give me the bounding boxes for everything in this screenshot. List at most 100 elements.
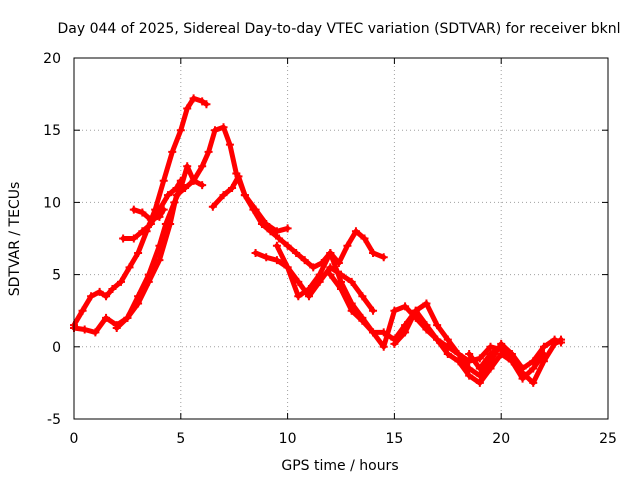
y-tick-label: 15: [43, 123, 61, 139]
data-point: [189, 94, 198, 103]
data-point: [539, 342, 548, 351]
data-point: [486, 342, 495, 351]
data-point: [401, 328, 410, 337]
data-point: [219, 123, 228, 132]
data-point: [390, 306, 399, 315]
data-point: [87, 292, 96, 301]
data-point: [529, 378, 538, 387]
data-point: [347, 277, 356, 286]
data-point: [529, 357, 538, 366]
data-point: [390, 339, 399, 348]
x-tick-label: 25: [599, 431, 617, 447]
data-point: [134, 292, 143, 301]
data-point: [198, 97, 207, 106]
data-point: [189, 176, 198, 185]
data-point: [465, 371, 474, 380]
data-point: [360, 234, 369, 243]
data-point: [257, 220, 266, 229]
data-point: [443, 350, 452, 359]
data-point: [138, 227, 147, 236]
x-tick-label: 15: [385, 431, 403, 447]
x-tick-label: 20: [492, 431, 510, 447]
data-point: [202, 100, 211, 109]
data-point: [369, 328, 378, 337]
data-point: [155, 256, 164, 265]
data-point: [454, 350, 463, 359]
data-point: [198, 162, 207, 171]
data-point: [251, 248, 260, 257]
data-point: [123, 313, 132, 322]
data-point: [507, 357, 516, 366]
data-point: [112, 324, 121, 333]
data-point: [183, 162, 192, 171]
data-point: [170, 198, 179, 207]
data-point: [550, 339, 559, 348]
data-point: [240, 191, 249, 200]
series-line-track-11: [466, 337, 564, 386]
data-point: [304, 292, 313, 301]
data-point: [292, 248, 301, 257]
y-tick-label: 5: [52, 268, 61, 284]
data-point: [161, 220, 170, 229]
data-point: [234, 172, 243, 181]
x-tick-label: 5: [176, 431, 185, 447]
data-point: [228, 183, 237, 192]
data-point: [183, 104, 192, 113]
data-point: [379, 253, 388, 262]
data-point: [422, 299, 431, 308]
data-point: [326, 248, 335, 257]
data-point: [529, 364, 538, 373]
data-point: [266, 227, 275, 236]
data-point: [294, 292, 303, 301]
data-point: [411, 306, 420, 315]
data-point: [433, 321, 442, 330]
data-point: [134, 248, 143, 257]
data-point: [300, 256, 309, 265]
data-point: [129, 205, 138, 214]
data-point: [465, 364, 474, 373]
data-point: [337, 285, 345, 294]
data-point: [249, 205, 258, 214]
data-point: [283, 263, 292, 272]
plot-frame: [73, 57, 609, 420]
data-point: [304, 285, 313, 294]
y-tick-label: -5: [47, 412, 61, 428]
x-tick-label: 10: [279, 431, 297, 447]
data-point: [347, 306, 356, 315]
data-point: [343, 241, 352, 250]
data-point: [475, 364, 484, 373]
data-point: [294, 277, 303, 286]
data-point: [78, 306, 87, 315]
data-point: [358, 292, 367, 301]
data-point: [80, 325, 89, 334]
data-point: [422, 325, 431, 334]
data-point: [204, 147, 213, 156]
data-point: [155, 212, 164, 221]
data-point: [486, 350, 495, 359]
data-point: [443, 335, 452, 344]
data-point: [159, 176, 168, 185]
data-point: [119, 234, 128, 243]
data-point: [497, 342, 506, 351]
y-tick-label: 20: [43, 51, 61, 67]
data-point: [176, 126, 185, 135]
data-point: [283, 224, 292, 233]
x-tick-label: 0: [70, 431, 79, 447]
data-point: [539, 357, 548, 366]
x-axis-label: GPS time / hours: [281, 458, 398, 474]
data-point: [518, 368, 527, 377]
data-point: [168, 147, 177, 156]
data-point: [159, 205, 168, 214]
data-point: [172, 183, 181, 192]
data-point: [465, 350, 474, 359]
data-point: [272, 241, 281, 250]
y-axis-label: SDTVAR / TECUs: [7, 182, 23, 297]
data-point: [283, 241, 292, 250]
data-point: [102, 292, 111, 301]
data-point: [351, 227, 360, 236]
data-point: [125, 263, 134, 272]
series-line-track-8: [274, 243, 526, 386]
y-tick-label: 0: [52, 340, 61, 356]
